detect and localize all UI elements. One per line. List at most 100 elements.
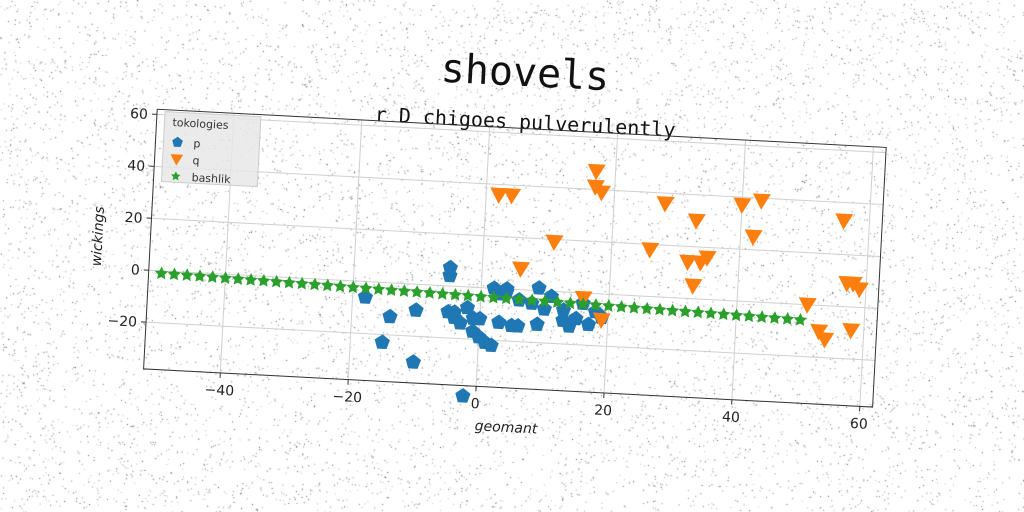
data-point-bashlik (793, 312, 807, 326)
y-grid-line (154, 165, 884, 206)
data-point-p (455, 388, 471, 403)
data-point-bashlik (295, 276, 309, 290)
legend-marker-p (172, 136, 183, 148)
data-point-bashlik (448, 287, 462, 301)
data-point-bashlik (308, 277, 322, 291)
y-grid-line (151, 217, 881, 257)
legend-label-p: p (193, 137, 201, 150)
data-point-q (641, 242, 660, 259)
data-point-q (810, 323, 829, 341)
data-point-q (752, 193, 771, 210)
data-point-bashlik (627, 300, 641, 314)
x-grid-line (731, 140, 747, 400)
data-point-bashlik (461, 288, 475, 302)
data-point-p (405, 354, 422, 369)
x-tick-label: 40 (722, 409, 741, 426)
y-tick-label: 60 (130, 106, 149, 123)
data-point-p (529, 316, 545, 332)
data-point-bashlik (397, 284, 411, 298)
x-grid-line (859, 146, 874, 407)
y-tick-label: 0 (130, 262, 140, 278)
data-point-p (536, 301, 552, 316)
data-point-q (656, 196, 675, 213)
data-point-q (733, 197, 752, 214)
data-points (154, 163, 869, 403)
data-point-bashlik (410, 285, 424, 298)
data-point-q (490, 187, 509, 204)
data-point-bashlik (640, 301, 654, 315)
data-point-p (446, 304, 463, 319)
data-point-bashlik (589, 298, 603, 311)
data-point-p (491, 314, 507, 330)
data-point-q (587, 163, 606, 181)
data-point-p (442, 267, 458, 283)
data-point-bashlik (499, 291, 514, 305)
data-point-bashlik (320, 278, 335, 292)
x-grid-line (347, 119, 363, 380)
x-tick-label: −40 (204, 382, 234, 400)
data-point-bashlik (244, 272, 258, 286)
x-axis-label: geomant (474, 418, 538, 437)
data-point-bashlik (474, 289, 488, 303)
data-point-q (850, 281, 869, 299)
data-point-bashlik (538, 294, 552, 308)
y-grid-line (146, 321, 876, 361)
data-point-bashlik (167, 267, 181, 281)
data-point-bashlik (154, 266, 169, 280)
data-point-q (503, 188, 522, 205)
data-point-q (512, 261, 531, 278)
y-axis-label: wickings (89, 206, 108, 267)
data-point-q (835, 213, 854, 230)
data-point-bashlik (231, 272, 245, 285)
data-point-q (593, 184, 612, 202)
data-point-bashlik (218, 271, 233, 285)
x-tick-label: 60 (850, 416, 869, 433)
series-q (490, 163, 869, 349)
data-point-p (568, 310, 584, 326)
data-point-bashlik (602, 299, 616, 312)
data-point-q (592, 312, 611, 329)
data-point-p (459, 299, 476, 315)
data-point-bashlik (755, 310, 769, 324)
x-axis-ticks: −40 −20 0 20 40 60 (204, 372, 868, 433)
legend-box (160, 111, 262, 188)
data-point-bashlik (742, 309, 756, 323)
data-point-bashlik (614, 300, 629, 313)
data-point-bashlik (665, 303, 680, 317)
data-point-bashlik (704, 306, 718, 320)
data-point-q (684, 278, 703, 295)
data-point-bashlik (257, 273, 271, 287)
data-point-bashlik (512, 292, 526, 306)
data-point-bashlik (372, 282, 386, 296)
legend-title: tokologies (172, 116, 229, 132)
data-point-p (408, 302, 424, 317)
legend-label-bashlik: bashlik (191, 171, 231, 186)
data-point-p (580, 316, 597, 332)
legend-label-q: q (192, 154, 200, 167)
data-point-bashlik (653, 302, 667, 316)
data-point-p (483, 337, 499, 353)
data-point-bashlik (729, 308, 744, 322)
data-point-bashlik (359, 281, 373, 295)
y-tick-label: 40 (127, 158, 146, 175)
data-point-p (510, 318, 526, 333)
data-point-q (698, 250, 717, 267)
legend: tokologies pq bashlik (160, 111, 262, 188)
data-point-bashlik (678, 304, 693, 318)
data-point-q (679, 254, 698, 271)
x-tick-label: −20 (332, 389, 362, 407)
x-tick-label: 20 (594, 403, 613, 420)
data-point-p (382, 308, 398, 324)
data-point-q (744, 229, 763, 246)
data-point-p (531, 280, 547, 295)
data-point-p (472, 310, 488, 326)
series-bashlik (154, 266, 807, 326)
data-point-bashlik (780, 312, 795, 325)
data-point-bashlik (282, 275, 296, 289)
legend-marker-bashlik (171, 171, 181, 181)
y-axis-ticks: −20 0 20 40 60 (107, 106, 157, 331)
data-point-bashlik (193, 269, 207, 283)
data-point-p (499, 283, 515, 299)
data-point-bashlik (487, 290, 501, 304)
